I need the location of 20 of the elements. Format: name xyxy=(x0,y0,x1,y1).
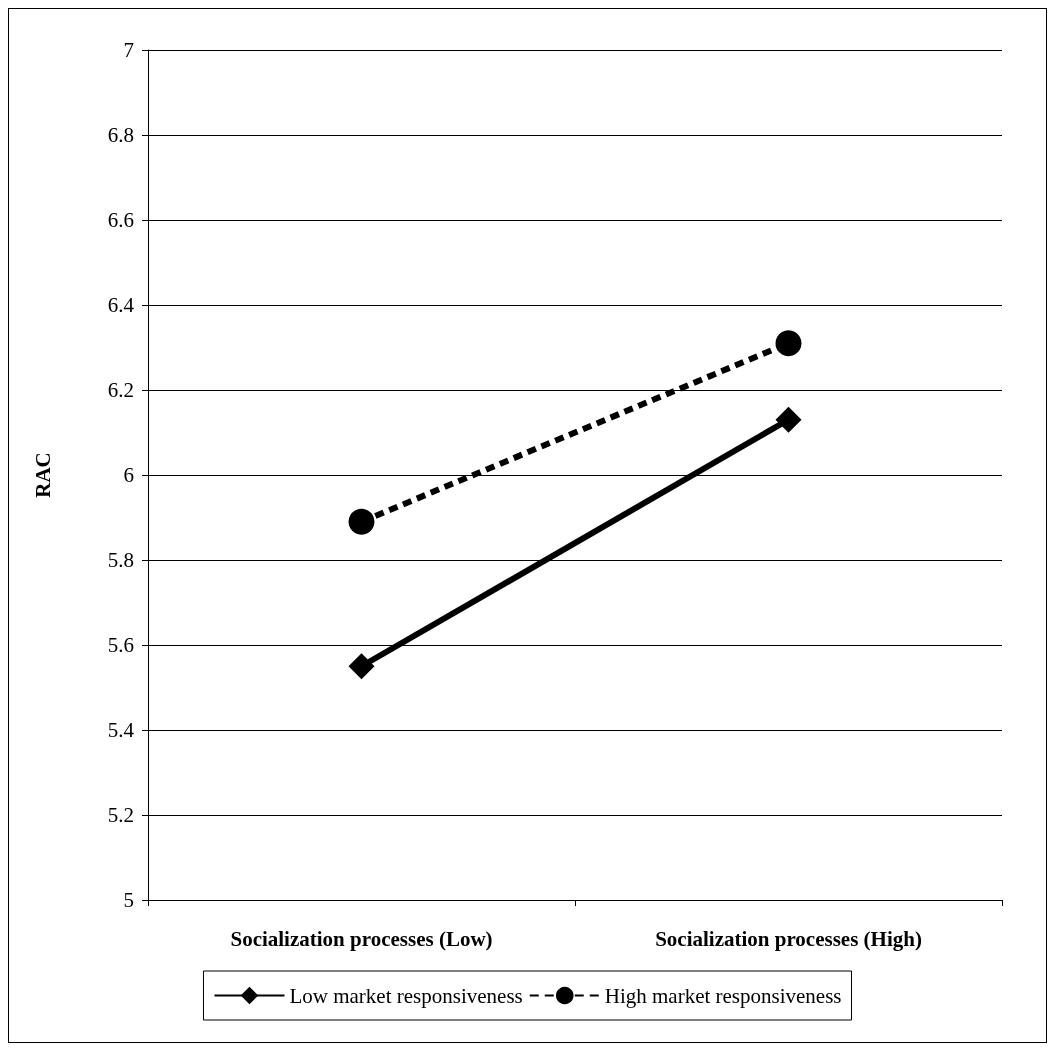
y-axis-title: RAC xyxy=(30,452,55,498)
y-tick-label: 5.6 xyxy=(107,633,134,657)
y-tick-label: 6.4 xyxy=(107,293,135,317)
y-tick-label: 5.8 xyxy=(107,548,134,572)
y-tick-label: 5 xyxy=(123,888,134,912)
point xyxy=(775,330,802,357)
y-tick-label: 6.6 xyxy=(107,208,134,232)
legend-label: Low market responsiveness xyxy=(289,983,523,1008)
x-tick-label: Socialization processes (Low) xyxy=(230,926,493,951)
y-tick-label: 6.2 xyxy=(107,378,134,402)
y-tick-label: 5.4 xyxy=(107,718,135,742)
y-tick-label: 6 xyxy=(123,463,134,487)
y-tick-label: 6.8 xyxy=(107,123,134,147)
point xyxy=(348,508,375,535)
point xyxy=(775,406,802,433)
x-tick-label: Socialization processes (High) xyxy=(655,926,922,951)
y-tick-label: 5.2 xyxy=(107,803,134,827)
y-tick-label: 7 xyxy=(123,38,134,62)
legend-label: High market responsiveness xyxy=(604,983,842,1008)
point xyxy=(348,653,375,680)
